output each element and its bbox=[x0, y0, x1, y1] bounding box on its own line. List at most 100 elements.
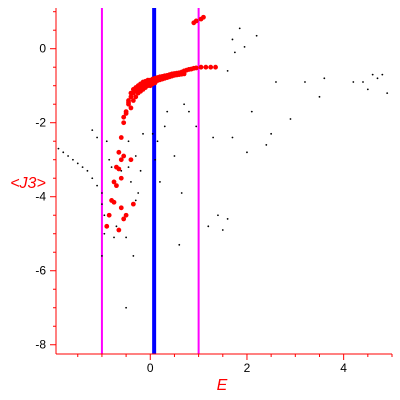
data-point-series-0 bbox=[243, 45, 246, 48]
data-point-series-0 bbox=[183, 103, 186, 106]
data-point-series-1 bbox=[123, 212, 129, 218]
data-point-series-1 bbox=[208, 64, 214, 70]
data-point-series-0 bbox=[250, 110, 253, 113]
axes: 0 2 4 0 -2 -4 -6 -8 bbox=[35, 8, 393, 375]
data-point-series-0 bbox=[96, 136, 98, 139]
data-point-series-0 bbox=[62, 151, 65, 154]
data-point-series-0 bbox=[289, 118, 292, 120]
data-point-series-1 bbox=[104, 223, 110, 229]
data-points bbox=[57, 14, 389, 309]
data-point-series-0 bbox=[195, 125, 198, 128]
data-point-series-0 bbox=[233, 51, 236, 54]
data-point-series-0 bbox=[57, 147, 60, 150]
data-point-series-1 bbox=[203, 64, 209, 70]
data-point-series-0 bbox=[231, 136, 234, 139]
data-point-series-0 bbox=[238, 27, 241, 30]
data-point-series-1 bbox=[121, 120, 127, 126]
data-point-series-1 bbox=[126, 101, 131, 107]
data-point-series-0 bbox=[226, 218, 229, 220]
data-point-series-0 bbox=[166, 110, 169, 113]
data-point-series-1 bbox=[152, 80, 158, 86]
data-point-series-0 bbox=[105, 140, 108, 143]
data-point-series-1 bbox=[193, 65, 199, 71]
data-point-series-0 bbox=[113, 236, 115, 239]
data-point-series-0 bbox=[110, 166, 113, 169]
y-tick-label: -2 bbox=[35, 116, 46, 130]
data-point-series-0 bbox=[81, 166, 84, 169]
data-point-series-0 bbox=[125, 306, 128, 309]
data-point-series-0 bbox=[178, 243, 181, 246]
data-point-series-1 bbox=[121, 114, 127, 120]
data-point-series-0 bbox=[91, 129, 94, 132]
data-point-series-0 bbox=[275, 81, 277, 83]
data-point-series-1 bbox=[116, 166, 122, 172]
y-tick-label: -6 bbox=[35, 264, 46, 278]
data-point-series-1 bbox=[118, 157, 124, 163]
data-point-series-0 bbox=[255, 34, 258, 37]
data-point-series-0 bbox=[156, 140, 159, 143]
data-point-series-1 bbox=[198, 64, 204, 70]
data-point-series-1 bbox=[114, 183, 119, 189]
data-point-series-0 bbox=[67, 155, 69, 157]
data-point-series-0 bbox=[246, 151, 248, 154]
data-point-series-0 bbox=[270, 132, 273, 135]
data-point-series-0 bbox=[127, 140, 130, 143]
data-point-series-1 bbox=[181, 71, 187, 77]
data-point-series-0 bbox=[323, 77, 326, 80]
data-point-series-0 bbox=[231, 38, 234, 41]
data-point-series-0 bbox=[318, 95, 321, 98]
y-axis-label: <J3> bbox=[10, 175, 46, 192]
data-point-series-1 bbox=[118, 135, 124, 140]
data-point-series-1 bbox=[116, 149, 122, 155]
data-point-series-0 bbox=[101, 192, 103, 194]
x-tick-label: 4 bbox=[340, 361, 347, 375]
data-point-series-0 bbox=[142, 132, 144, 135]
data-point-series-0 bbox=[226, 70, 229, 72]
data-point-series-0 bbox=[212, 136, 215, 139]
data-point-series-0 bbox=[134, 155, 137, 157]
data-point-series-0 bbox=[304, 81, 306, 83]
x-tick-label: 2 bbox=[244, 361, 251, 375]
data-point-series-0 bbox=[101, 255, 103, 257]
data-point-series-0 bbox=[108, 158, 111, 161]
data-point-series-0 bbox=[265, 144, 268, 146]
data-point-series-1 bbox=[128, 94, 134, 100]
data-point-series-0 bbox=[381, 73, 384, 76]
data-point-series-0 bbox=[207, 225, 210, 228]
data-point-series-0 bbox=[221, 229, 224, 231]
x-tick-label: 0 bbox=[147, 361, 154, 375]
data-point-series-1 bbox=[111, 179, 117, 185]
data-point-series-0 bbox=[371, 73, 374, 76]
data-point-series-0 bbox=[151, 132, 154, 135]
data-point-series-1 bbox=[118, 205, 124, 211]
data-point-series-0 bbox=[352, 81, 355, 83]
data-point-series-0 bbox=[139, 169, 142, 172]
data-point-series-1 bbox=[118, 175, 124, 181]
data-point-series-1 bbox=[130, 201, 136, 207]
data-point-series-1 bbox=[123, 111, 129, 116]
data-point-series-1 bbox=[191, 20, 197, 26]
data-point-series-0 bbox=[103, 232, 106, 235]
data-point-series-0 bbox=[154, 158, 157, 161]
data-point-series-1 bbox=[116, 227, 122, 233]
data-point-series-0 bbox=[91, 177, 94, 180]
data-point-series-0 bbox=[173, 155, 176, 157]
data-point-series-0 bbox=[127, 166, 130, 169]
data-point-series-1 bbox=[133, 94, 139, 100]
data-point-series-0 bbox=[366, 88, 369, 91]
data-point-series-0 bbox=[76, 162, 79, 165]
data-point-series-1 bbox=[201, 14, 206, 20]
data-point-series-0 bbox=[163, 125, 166, 128]
data-point-series-0 bbox=[96, 184, 98, 187]
y-tick-label: -8 bbox=[35, 338, 46, 352]
data-point-series-0 bbox=[217, 214, 219, 217]
y-tick-label: -4 bbox=[35, 190, 46, 204]
data-point-series-0 bbox=[376, 77, 379, 80]
data-point-series-0 bbox=[103, 214, 106, 217]
data-point-series-1 bbox=[213, 64, 218, 70]
data-point-series-0 bbox=[188, 110, 190, 113]
data-point-series-0 bbox=[159, 181, 161, 183]
data-point-series-0 bbox=[86, 169, 89, 172]
data-point-series-1 bbox=[121, 216, 127, 222]
